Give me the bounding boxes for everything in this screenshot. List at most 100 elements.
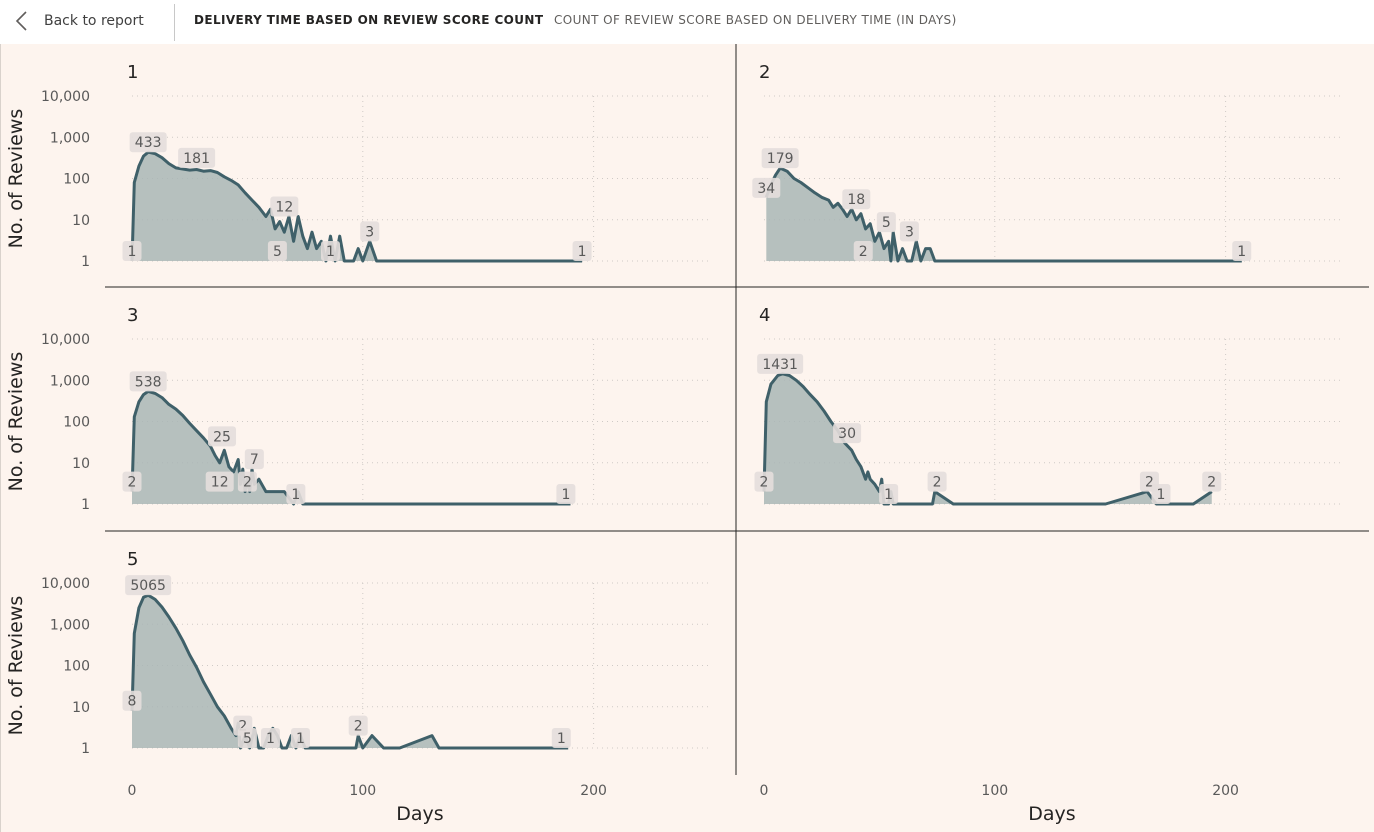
data-label: 30	[838, 426, 856, 442]
data-label-bg	[927, 471, 947, 492]
data-label-bg	[320, 241, 340, 261]
data-label: 1	[326, 244, 335, 260]
y-tick-label: 1,000	[50, 617, 90, 633]
data-label: 1	[291, 487, 300, 503]
data-label-bg	[833, 423, 862, 444]
series-line	[762, 372, 1213, 506]
panel-title: 2	[759, 62, 770, 83]
data-label-bg	[572, 241, 592, 261]
y-tick-label: 1,000	[50, 130, 90, 146]
data-label-bg	[842, 189, 871, 210]
data-label-bg	[899, 221, 919, 242]
data-label-bg	[286, 484, 306, 504]
y-tick-label: 100	[63, 659, 90, 675]
back-to-report-button[interactable]: Back to report	[14, 8, 144, 34]
data-label: 3	[905, 224, 914, 240]
data-label: 538	[135, 374, 162, 390]
data-label: 433	[135, 135, 162, 151]
chart-canvas: 1 1 10 100 1,000 10,000 No. of Reviews 1 433 181 1…	[0, 44, 1374, 832]
data-label: 1	[561, 487, 570, 503]
data-label: 2	[243, 475, 252, 491]
y-tick-label: 10,000	[41, 576, 90, 592]
y-tick-label: 100	[63, 172, 90, 188]
data-label-bg	[360, 221, 380, 242]
data-label-bg	[879, 484, 899, 504]
data-label-bg	[122, 471, 142, 492]
data-label: 8	[128, 694, 137, 710]
divider	[174, 4, 175, 41]
y-tick-label: 10,000	[41, 89, 90, 105]
y-tick-label: 1	[81, 254, 90, 270]
y-tick-label: 1	[81, 497, 90, 513]
y-tick-label: 10,000	[41, 332, 90, 348]
x-tick-label: 0	[128, 783, 137, 799]
data-label: 5065	[130, 578, 166, 594]
data-label-bg	[1151, 484, 1171, 504]
data-label-bg	[348, 715, 368, 736]
data-label-bg	[129, 371, 167, 392]
back-label: Back to report	[44, 13, 144, 29]
panel-title: 5	[127, 549, 138, 570]
data-label-bg	[237, 728, 257, 748]
data-label: 5	[273, 244, 282, 260]
panel-1: 1 1 10 100 1,000 10,000 No. of Reviews 1 433 181 1…	[5, 62, 712, 270]
data-label: 1	[1157, 487, 1166, 503]
data-label: 2	[354, 719, 363, 735]
series-area	[132, 391, 571, 504]
data-label: 2	[859, 244, 868, 260]
data-label-bg	[125, 575, 172, 596]
x-tick-label: 100	[349, 783, 376, 799]
y-tick-label: 1	[81, 741, 90, 757]
series-area	[764, 373, 1212, 504]
data-label-bg	[876, 212, 896, 233]
y-tick-label: 100	[63, 415, 90, 431]
data-label: 179	[767, 151, 794, 167]
data-label: 12	[275, 199, 293, 215]
data-label-bg	[556, 484, 576, 504]
x-tick-label: 0	[760, 783, 769, 799]
data-label: 5	[882, 215, 891, 231]
data-label: 1431	[762, 357, 798, 373]
panel-title: 4	[759, 305, 770, 326]
y-tick-label: 10	[72, 213, 90, 229]
data-label-bg	[757, 353, 804, 374]
data-label: 3	[365, 224, 374, 240]
data-label-bg	[1232, 241, 1252, 261]
y-tick-label: 1,000	[50, 373, 90, 389]
panel-title: 1	[127, 62, 138, 83]
data-label-bg	[237, 471, 257, 492]
x-axis-title: Days	[396, 803, 443, 825]
data-label-bg	[551, 728, 571, 748]
series-area	[132, 595, 569, 748]
data-label: 5	[243, 731, 252, 747]
data-label: 181	[183, 151, 210, 167]
x-tick-label: 200	[580, 783, 607, 799]
data-label-bg	[208, 426, 237, 447]
data-label: 2	[238, 719, 247, 735]
data-label-bg	[122, 241, 142, 261]
y-axis-title: No. of Reviews	[5, 352, 27, 492]
data-label: 2	[128, 475, 137, 491]
top-bar: Back to report DELIVERY TIME BASED ON RE…	[0, 0, 1374, 44]
tab-delivery-time-based-on-review-score-count[interactable]: DELIVERY TIME BASED ON REVIEW SCORE COUN…	[194, 13, 544, 27]
data-label: 2	[760, 475, 769, 491]
data-label-bg	[244, 449, 264, 470]
data-label: 34	[757, 181, 775, 197]
data-label: 2	[1207, 475, 1216, 491]
data-label-bg	[1202, 471, 1222, 492]
data-label: 18	[847, 192, 865, 208]
data-label: 2	[933, 475, 942, 491]
data-label: 7	[250, 452, 259, 468]
tab-count-of-review-score-based-on-delivery-time[interactable]: COUNT OF REVIEW SCORE BASED ON DELIVERY …	[554, 13, 957, 27]
data-label: 1	[1237, 244, 1246, 260]
y-tick-label: 10	[72, 456, 90, 472]
data-label-bg	[290, 728, 310, 748]
data-label-bg	[754, 471, 774, 492]
series-line	[130, 389, 571, 506]
data-label: 1	[578, 244, 587, 260]
